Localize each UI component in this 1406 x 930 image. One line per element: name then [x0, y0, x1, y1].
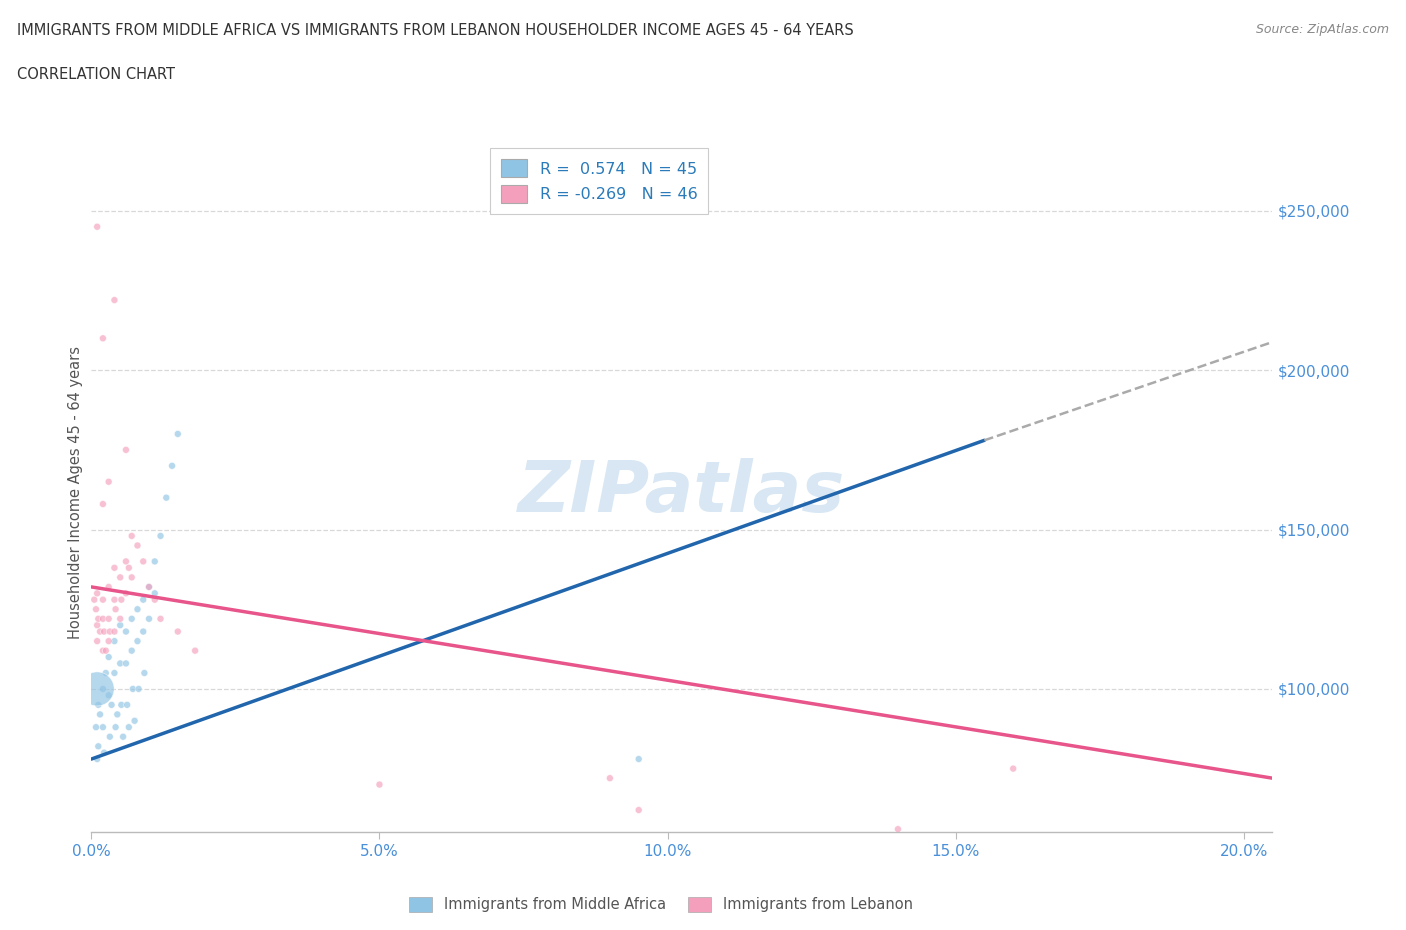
Point: [97, 611, 120, 626]
Point: [104, 602, 127, 617]
Point: [121, 570, 143, 585]
Point: [103, 592, 125, 607]
Point: [97, 474, 120, 489]
Point: [115, 586, 138, 601]
Point: [103, 293, 125, 308]
Point: [93, 624, 115, 639]
Point: [132, 554, 155, 569]
Point: [83, 592, 105, 607]
Point: [94, 644, 117, 658]
Point: [143, 586, 166, 601]
Point: [86, 751, 108, 766]
Y-axis label: Householder Income Ages 45 - 64 years: Householder Income Ages 45 - 64 years: [67, 346, 83, 640]
Point: [84, 602, 107, 617]
Point: [87, 738, 110, 753]
Point: [132, 624, 155, 639]
Point: [105, 707, 128, 722]
Point: [108, 611, 131, 626]
Point: [115, 698, 138, 712]
Point: [121, 644, 143, 658]
Point: [97, 650, 120, 665]
Point: [86, 633, 108, 648]
Point: [166, 624, 188, 639]
Point: [89, 624, 111, 639]
Point: [97, 688, 120, 703]
Point: [91, 592, 114, 607]
Point: [98, 624, 121, 639]
Point: [118, 720, 141, 735]
Point: [121, 611, 143, 626]
Point: [94, 666, 117, 681]
Point: [115, 443, 138, 458]
Point: [118, 561, 141, 576]
Point: [887, 822, 910, 837]
Point: [138, 579, 160, 594]
Point: [627, 803, 650, 817]
Point: [599, 771, 621, 786]
Point: [84, 720, 107, 735]
Point: [87, 698, 110, 712]
Legend: R =  0.574   N = 45, R = -0.269   N = 46: R = 0.574 N = 45, R = -0.269 N = 46: [491, 148, 709, 214]
Point: [115, 624, 138, 639]
Point: [160, 458, 183, 473]
Point: [143, 592, 166, 607]
Point: [86, 219, 108, 234]
Point: [184, 644, 207, 658]
Point: [103, 561, 125, 576]
Point: [1002, 761, 1025, 776]
Point: [166, 427, 188, 442]
Point: [155, 490, 177, 505]
Point: [86, 586, 108, 601]
Point: [98, 729, 121, 744]
Point: [100, 698, 122, 712]
Point: [93, 745, 115, 760]
Point: [368, 777, 391, 792]
Point: [110, 698, 132, 712]
Point: [115, 656, 138, 671]
Point: [149, 528, 172, 543]
Point: [86, 618, 108, 632]
Point: [134, 666, 156, 681]
Point: [91, 497, 114, 512]
Point: [124, 713, 146, 728]
Point: [108, 618, 131, 632]
Point: [127, 538, 149, 553]
Point: [122, 682, 145, 697]
Point: [110, 592, 132, 607]
Point: [86, 682, 108, 697]
Point: [143, 554, 166, 569]
Point: [138, 611, 160, 626]
Point: [121, 528, 143, 543]
Point: [112, 729, 135, 744]
Point: [138, 579, 160, 594]
Text: ZIPatlas: ZIPatlas: [519, 458, 845, 527]
Point: [115, 554, 138, 569]
Point: [87, 611, 110, 626]
Point: [97, 579, 120, 594]
Point: [91, 644, 114, 658]
Point: [108, 570, 131, 585]
Point: [627, 751, 650, 766]
Point: [89, 707, 111, 722]
Point: [97, 633, 120, 648]
Point: [104, 720, 127, 735]
Point: [149, 611, 172, 626]
Point: [91, 720, 114, 735]
Text: IMMIGRANTS FROM MIDDLE AFRICA VS IMMIGRANTS FROM LEBANON HOUSEHOLDER INCOME AGES: IMMIGRANTS FROM MIDDLE AFRICA VS IMMIGRA…: [17, 23, 853, 38]
Point: [127, 602, 149, 617]
Point: [91, 331, 114, 346]
Point: [103, 624, 125, 639]
Point: [91, 682, 114, 697]
Point: [103, 666, 125, 681]
Legend: Immigrants from Middle Africa, Immigrants from Lebanon: Immigrants from Middle Africa, Immigrant…: [404, 891, 918, 918]
Point: [103, 633, 125, 648]
Point: [128, 682, 150, 697]
Text: CORRELATION CHART: CORRELATION CHART: [17, 67, 174, 82]
Point: [132, 592, 155, 607]
Point: [91, 611, 114, 626]
Text: Source: ZipAtlas.com: Source: ZipAtlas.com: [1256, 23, 1389, 36]
Point: [127, 633, 149, 648]
Point: [108, 656, 131, 671]
